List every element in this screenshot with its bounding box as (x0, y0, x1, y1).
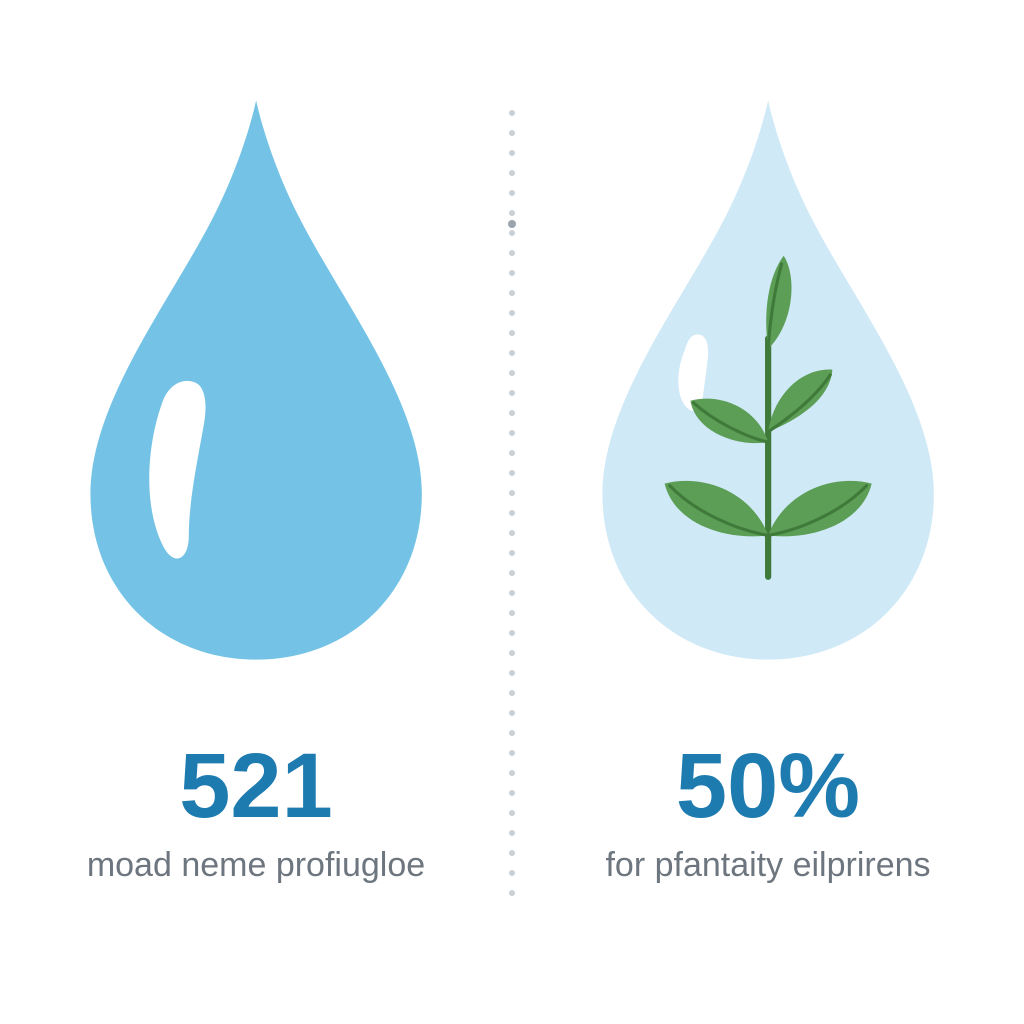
divider-dot (509, 710, 515, 716)
divider-dot (509, 390, 515, 396)
divider-dot (509, 870, 515, 876)
divider-dot (509, 190, 515, 196)
divider-dot (509, 730, 515, 736)
vertical-dotted-divider (511, 110, 513, 900)
infographic-stage: 521 moad neme profiugloe (0, 0, 1024, 1024)
right-icon-slot (512, 90, 1024, 670)
water-drop-icon (49, 90, 463, 670)
divider-dot (509, 210, 515, 216)
divider-dot (509, 830, 515, 836)
divider-dot (509, 370, 515, 376)
divider-dot (509, 490, 515, 496)
divider-dot (509, 330, 515, 336)
divider-dot (509, 430, 515, 436)
divider-dot (509, 670, 515, 676)
divider-dot (509, 750, 515, 756)
divider-dot (509, 570, 515, 576)
divider-dot (509, 550, 515, 556)
divider-dot (509, 410, 515, 416)
divider-dot (509, 230, 515, 236)
divider-dot (509, 890, 515, 896)
divider-dot (509, 470, 515, 476)
divider-dot (509, 450, 515, 456)
left-icon-slot (0, 90, 512, 670)
right-stat-value: 50% (512, 740, 1024, 832)
left-caption: moad neme profiugloe (0, 845, 512, 886)
left-stat-value: 521 (0, 740, 512, 832)
divider-dot (509, 610, 515, 616)
divider-dot (509, 290, 515, 296)
divider-dot (509, 270, 515, 276)
divider-dot (509, 110, 515, 116)
divider-dot (509, 630, 515, 636)
divider-dot (509, 350, 515, 356)
divider-dot (509, 810, 515, 816)
divider-dot (509, 690, 515, 696)
divider-dot (509, 650, 515, 656)
right-caption: for pfantaity eilprirens (512, 845, 1024, 886)
divider-dot (509, 510, 515, 516)
right-panel: 50% for pfantaity eilprirens (512, 0, 1024, 1024)
divider-dot (509, 770, 515, 776)
divider-dot (509, 170, 515, 176)
left-panel: 521 moad neme profiugloe (0, 0, 512, 1024)
divider-dot (509, 590, 515, 596)
divider-dot (509, 250, 515, 256)
divider-dot (509, 310, 515, 316)
divider-dot (509, 130, 515, 136)
divider-dot (509, 150, 515, 156)
divider-dot (509, 790, 515, 796)
divider-dot (509, 850, 515, 856)
divider-dot (509, 530, 515, 536)
water-drop-with-plant-icon (561, 90, 975, 670)
divider-accent-dot (508, 220, 516, 228)
